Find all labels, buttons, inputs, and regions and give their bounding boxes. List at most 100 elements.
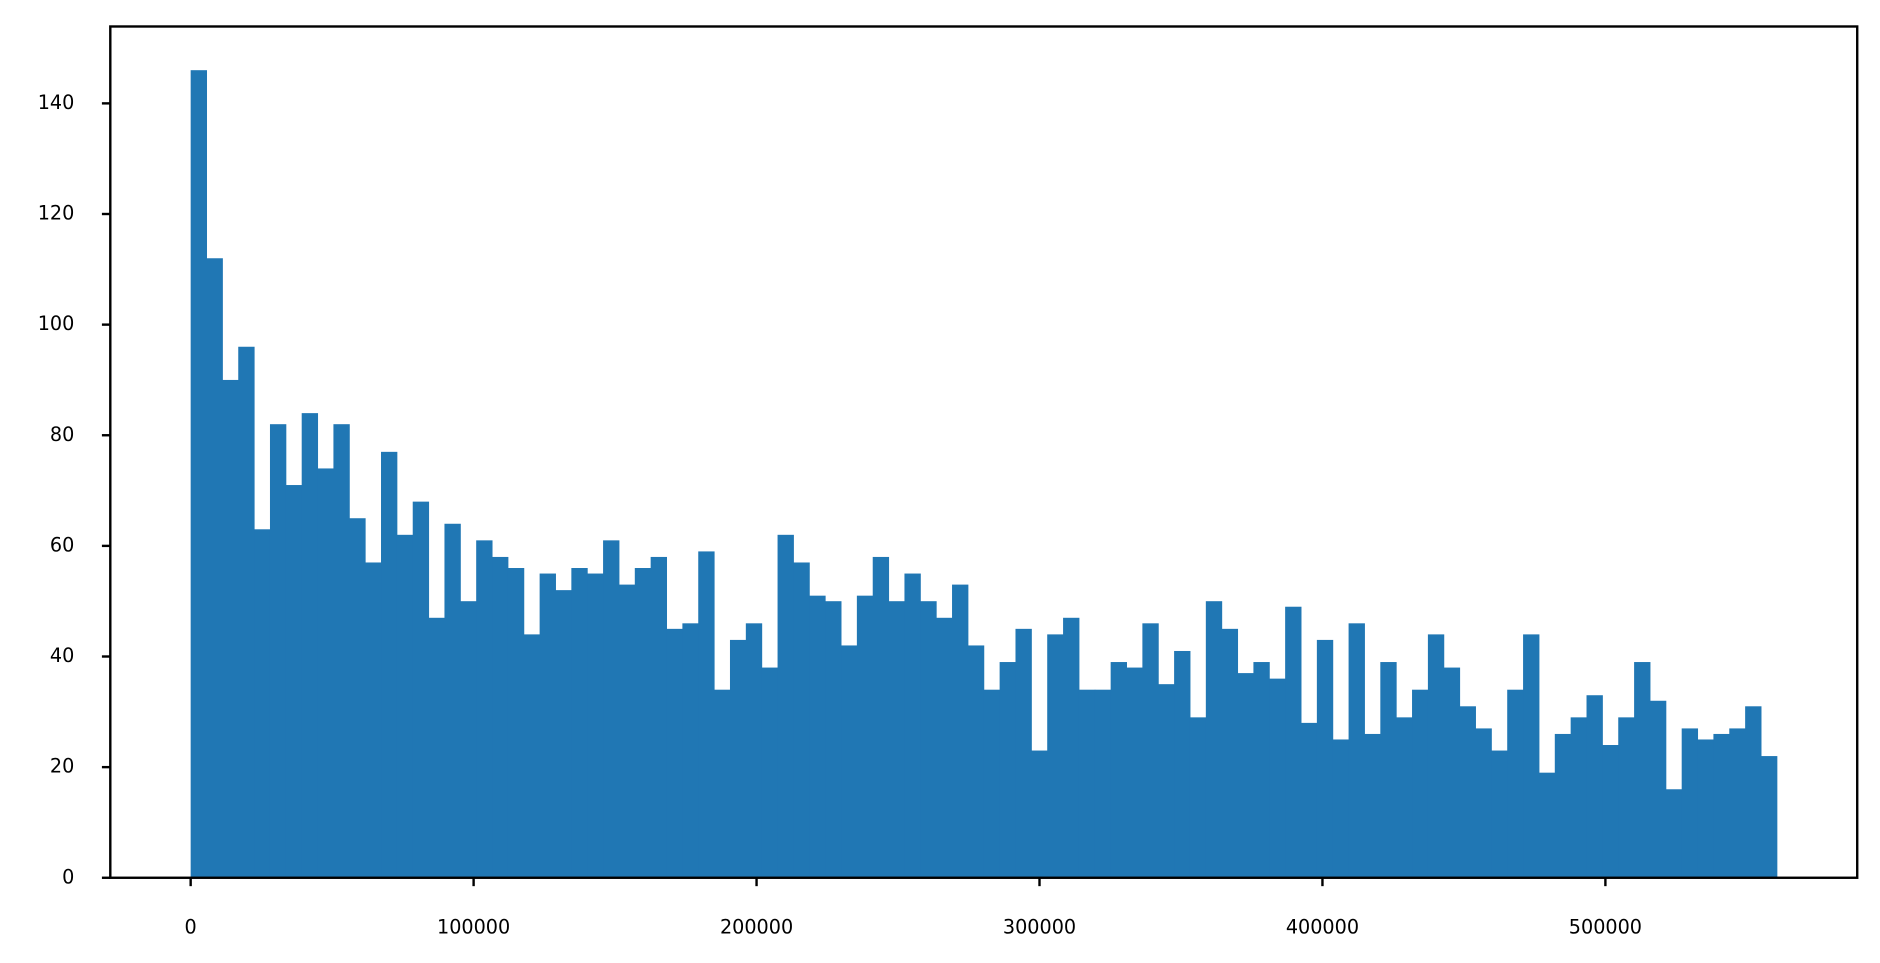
- bar: [1285, 606, 1302, 878]
- x-tick-label: 0: [185, 916, 197, 939]
- bar: [1602, 745, 1619, 878]
- bar: [1538, 772, 1556, 878]
- bar: [698, 551, 715, 878]
- bar: [1174, 650, 1191, 878]
- plot-frame: [109, 25, 1859, 879]
- bar: [1475, 728, 1492, 878]
- bar: [381, 451, 398, 878]
- bar: [888, 601, 905, 878]
- bar: [650, 556, 668, 878]
- bar: [904, 573, 921, 878]
- bar: [634, 568, 652, 878]
- bar: [1396, 717, 1413, 878]
- bar: [825, 601, 842, 878]
- bar: [1665, 789, 1683, 878]
- bar: [1301, 722, 1318, 878]
- bar: [1554, 733, 1572, 878]
- bar: [1697, 739, 1714, 878]
- bar: [1142, 623, 1159, 878]
- bar: [1745, 706, 1762, 878]
- bar: [238, 346, 255, 878]
- bar: [999, 662, 1016, 878]
- bar: [809, 595, 826, 878]
- bar: [1031, 750, 1048, 878]
- y-tick-label: 20: [50, 755, 74, 778]
- bar: [1427, 634, 1445, 878]
- bar: [1713, 733, 1730, 878]
- bar: [1459, 706, 1476, 878]
- bar: [1761, 756, 1778, 878]
- bar: [1126, 667, 1143, 878]
- bar: [587, 573, 604, 878]
- bar: [761, 667, 779, 878]
- bar: [745, 623, 763, 878]
- bar: [1649, 700, 1667, 878]
- bar: [1681, 728, 1699, 878]
- y-tick-label: 100: [38, 312, 75, 335]
- bar: [1364, 733, 1381, 878]
- x-tick-label: 100000: [437, 916, 510, 939]
- bar: [1491, 750, 1508, 878]
- bar: [1063, 617, 1080, 878]
- bar: [1586, 695, 1603, 878]
- bar: [1110, 662, 1128, 878]
- bar: [1158, 684, 1175, 878]
- bar: [682, 623, 699, 878]
- y-tick-label: 140: [38, 91, 75, 114]
- bar: [983, 689, 1001, 878]
- bar: [317, 468, 334, 878]
- bar: [936, 617, 953, 878]
- bar: [793, 562, 810, 878]
- bar: [841, 645, 858, 878]
- bar: [571, 568, 588, 878]
- bar: [666, 628, 683, 878]
- bar: [555, 590, 572, 878]
- bar: [492, 556, 509, 878]
- y-tick-label: 120: [38, 202, 75, 225]
- bar: [1412, 689, 1429, 878]
- bar: [1729, 728, 1746, 878]
- bar: [1507, 689, 1524, 878]
- bar: [1221, 628, 1239, 878]
- bar: [1443, 667, 1461, 878]
- bar: [1570, 717, 1587, 878]
- bar: [523, 634, 541, 878]
- bar: [872, 556, 890, 878]
- bar: [222, 379, 239, 878]
- bar: [1269, 678, 1286, 878]
- x-tick-label: 200000: [720, 916, 793, 939]
- bar: [603, 540, 620, 878]
- bar: [444, 523, 461, 878]
- bar: [269, 424, 287, 878]
- bars: [190, 70, 1778, 878]
- bar: [301, 413, 319, 878]
- x-tick-label: 400000: [1286, 916, 1359, 939]
- bar: [952, 584, 969, 878]
- bar: [1094, 689, 1112, 878]
- bar: [1634, 662, 1651, 878]
- bar: [1078, 689, 1096, 878]
- bar: [539, 573, 556, 878]
- bar: [190, 70, 208, 878]
- bar: [476, 540, 493, 878]
- y-tick-label: 60: [50, 533, 74, 556]
- bar: [714, 689, 731, 878]
- bar: [285, 485, 303, 878]
- bar: [333, 424, 350, 878]
- bar: [428, 617, 445, 878]
- bar: [920, 601, 937, 878]
- bar: [1618, 717, 1635, 878]
- bar: [856, 595, 874, 878]
- bar: [349, 518, 366, 878]
- bar: [1348, 623, 1365, 878]
- bar: [1205, 601, 1223, 878]
- x-tick-label: 300000: [1003, 916, 1076, 939]
- bar: [1253, 662, 1270, 878]
- bar: [1380, 662, 1397, 878]
- bar: [412, 501, 430, 878]
- y-tick-label: 80: [50, 423, 74, 446]
- bar: [254, 529, 271, 878]
- x-tick-label: 500000: [1569, 916, 1642, 939]
